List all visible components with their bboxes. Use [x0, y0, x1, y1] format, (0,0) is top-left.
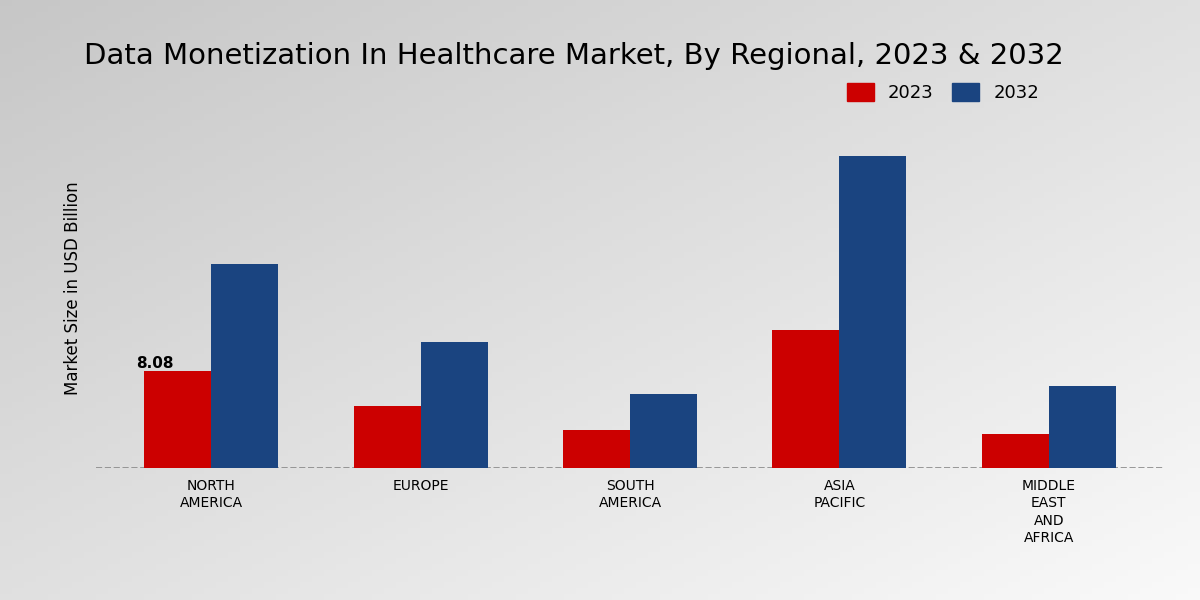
Bar — [144, 371, 211, 468]
Bar — [840, 156, 906, 468]
Y-axis label: Market Size in USD Billion: Market Size in USD Billion — [64, 181, 82, 395]
Bar — [563, 430, 630, 468]
Bar — [1049, 386, 1116, 468]
Bar — [982, 434, 1049, 468]
Bar — [630, 394, 697, 468]
Bar — [773, 330, 840, 468]
Text: Data Monetization In Healthcare Market, By Regional, 2023 & 2032: Data Monetization In Healthcare Market, … — [84, 42, 1063, 70]
Text: 8.08: 8.08 — [136, 356, 174, 371]
Bar — [211, 264, 278, 468]
Bar — [354, 406, 420, 468]
Legend: 2023, 2032: 2023, 2032 — [838, 74, 1048, 111]
Bar — [420, 342, 487, 468]
